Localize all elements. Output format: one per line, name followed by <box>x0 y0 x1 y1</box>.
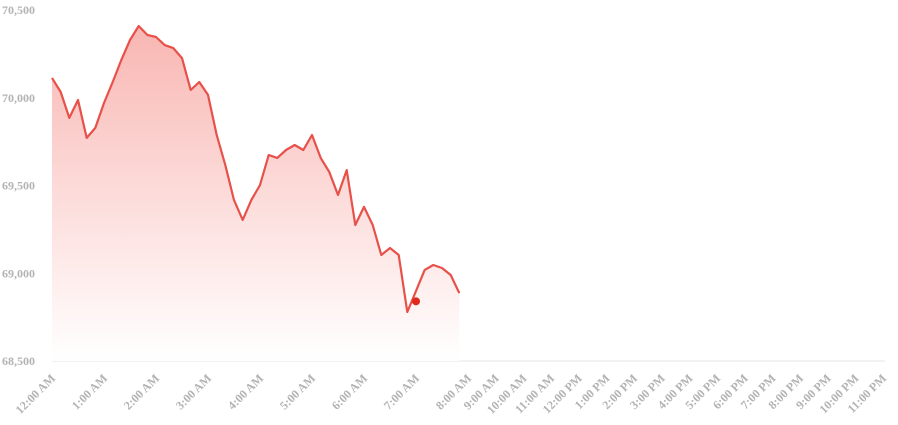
x-tick-label: 7:00 AM <box>381 371 422 412</box>
x-tick-label: 12:00 AM <box>13 371 58 416</box>
y-tick-label: 68,500 <box>2 354 35 368</box>
y-tick-label: 70,000 <box>2 91 35 105</box>
x-tick-label: 4:00 AM <box>225 371 266 412</box>
x-tick-label: 6:00 AM <box>329 371 370 412</box>
x-tick-label: 2:00 AM <box>121 371 162 412</box>
y-tick-label: 70,500 <box>2 3 35 17</box>
x-tick-label: 1:00 AM <box>69 371 110 412</box>
x-tick-label: 5:00 AM <box>277 371 318 412</box>
y-tick-label: 69,000 <box>2 266 35 280</box>
price-line <box>51 24 461 314</box>
x-tick-label: 3:00 AM <box>173 371 214 412</box>
y-tick-label: 69,500 <box>2 179 35 193</box>
current-point <box>412 297 420 306</box>
